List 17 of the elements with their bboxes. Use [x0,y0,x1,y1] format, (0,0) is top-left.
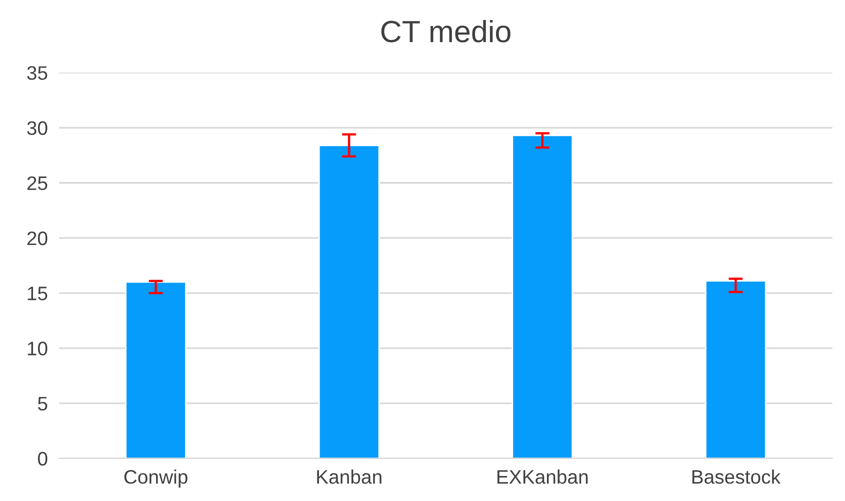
chart-title: CT medio [381,20,510,42]
y-tick-label: 25 [27,176,48,190]
bar [125,281,186,458]
bar [512,134,574,458]
y-tick-label: 15 [28,286,48,300]
y-tick-label: 35 [27,66,48,80]
bar [318,144,380,458]
x-tick-label: Conwip [124,470,188,488]
x-tick-label: Kanban [317,470,382,484]
y-tick-label: 10 [28,342,48,356]
y-tick-label: 0 [38,452,48,466]
y-tick-label: 20 [27,231,48,246]
y-tick-label: 30 [27,121,48,135]
y-tick-label: 5 [38,396,48,411]
bar [705,280,766,458]
x-tick-label: EXKanban [497,470,588,484]
x-tick-label: Basestock [692,470,781,484]
